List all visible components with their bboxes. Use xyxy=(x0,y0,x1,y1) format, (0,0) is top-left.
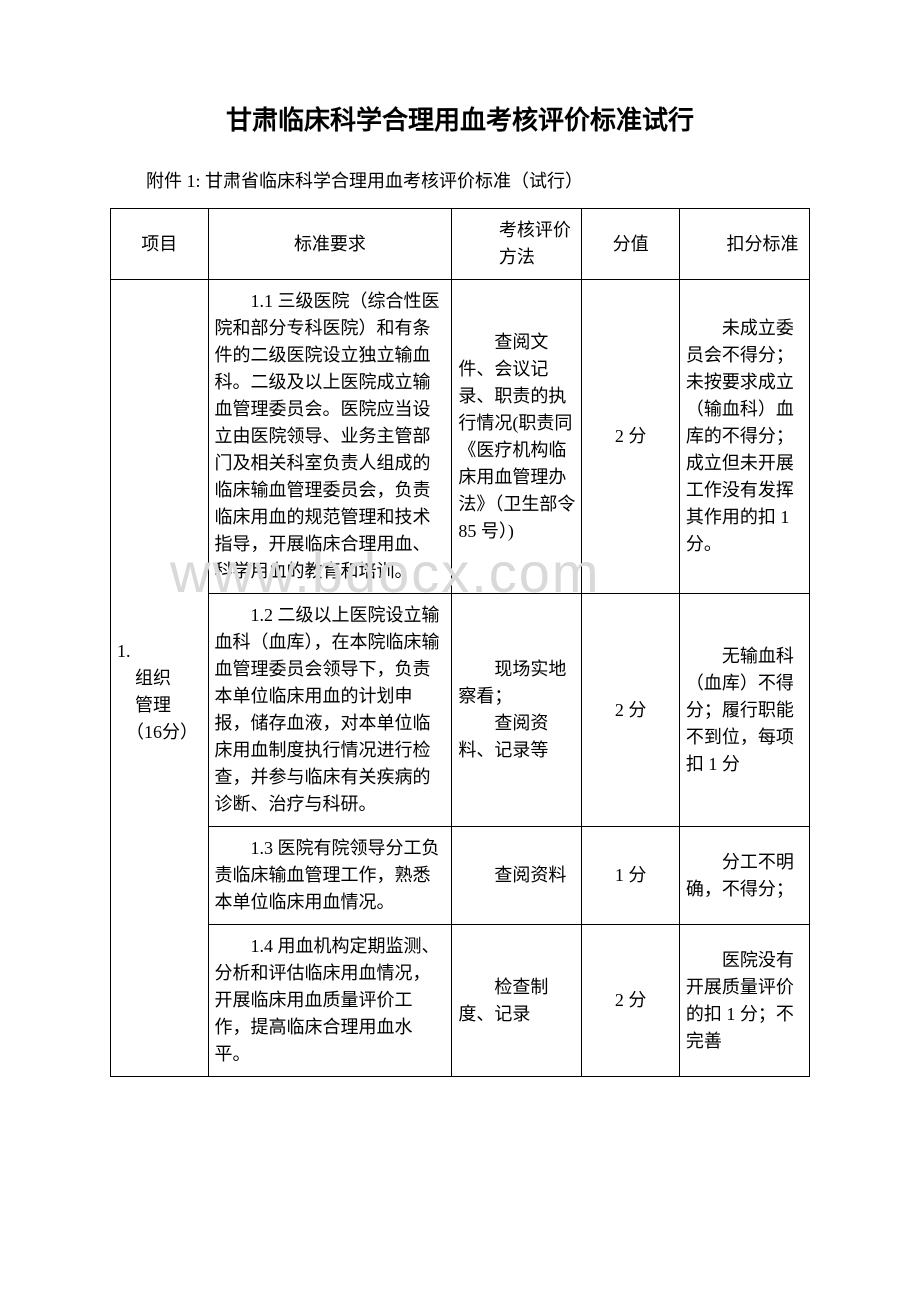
header-item: 项目 xyxy=(111,209,209,280)
table-row: 1.3 医院有院领导分工负责临床输血管理工作，熟悉本单位临床用血情况。 查阅资料… xyxy=(111,827,810,925)
score-cell: 2 分 xyxy=(582,280,680,594)
requirement-cell: 1.4 用血机构定期监测、分析和评估临床用血情况，开展临床用血质量评价工作，提高… xyxy=(208,925,452,1077)
section-label: 1. 组织 管理 （16分） xyxy=(117,641,198,742)
score-cell: 2 分 xyxy=(582,925,680,1077)
method-cell: 检查制度、记录 xyxy=(452,925,582,1077)
requirement-cell: 1.2 二级以上医院设立输血科（血库），在本院临床输血管理委员会领导下，负责本单… xyxy=(208,594,452,827)
score-cell: 2 分 xyxy=(582,594,680,827)
score-cell: 1 分 xyxy=(582,827,680,925)
document-title: 甘肃临床科学合理用血考核评价标准试行 xyxy=(110,100,810,137)
header-score: 分值 xyxy=(582,209,680,280)
deduct-cell: 医院没有开展质量评价的扣 1 分；不完善 xyxy=(679,925,809,1077)
table-row: 1.2 二级以上医院设立输血科（血库），在本院临床输血管理委员会领导下，负责本单… xyxy=(111,594,810,827)
method-cell: 查阅文件、会议记录、职责的执行情况(职责同《医疗机构临床用血管理办法》（卫生部令… xyxy=(452,280,582,594)
deduct-cell: 未成立委员会不得分；未按要求成立（输血科）血库的不得分；成立但未开展工作没有发挥… xyxy=(679,280,809,594)
document-page: 甘肃临床科学合理用血考核评价标准试行 附件 1: 甘肃省临床科学合理用血考核评价… xyxy=(0,0,920,1117)
table-row: 1. 组织 管理 （16分） 1.1 三级医院（综合性医院和部分专科医院）和有条… xyxy=(111,280,810,594)
evaluation-table: 项目 标准要求 考核评价方法 分值 扣分标准 1. 组织 管理 （16分） 1.… xyxy=(110,208,810,1077)
requirement-cell: 1.1 三级医院（综合性医院和部分专科医院）和有条件的二级医院设立独立输血科。二… xyxy=(208,280,452,594)
document-subtitle: 附件 1: 甘肃省临床科学合理用血考核评价标准（试行） xyxy=(110,167,810,193)
table-row: 1.4 用血机构定期监测、分析和评估临床用血情况，开展临床用血质量评价工作，提高… xyxy=(111,925,810,1077)
header-requirement: 标准要求 xyxy=(208,209,452,280)
header-method: 考核评价方法 xyxy=(452,209,582,280)
table-header-row: 项目 标准要求 考核评价方法 分值 扣分标准 xyxy=(111,209,810,280)
deduct-cell: 无输血科（血库）不得分；履行职能不到位，每项扣 1 分 xyxy=(679,594,809,827)
deduct-cell: 分工不明确，不得分； xyxy=(679,827,809,925)
requirement-cell: 1.3 医院有院领导分工负责临床输血管理工作，熟悉本单位临床用血情况。 xyxy=(208,827,452,925)
section-label-cell: 1. 组织 管理 （16分） xyxy=(111,280,209,1077)
header-deduct: 扣分标准 xyxy=(679,209,809,280)
method-cell: 现场实地察看； 查阅资料、记录等 xyxy=(452,594,582,827)
method-cell: 查阅资料 xyxy=(452,827,582,925)
